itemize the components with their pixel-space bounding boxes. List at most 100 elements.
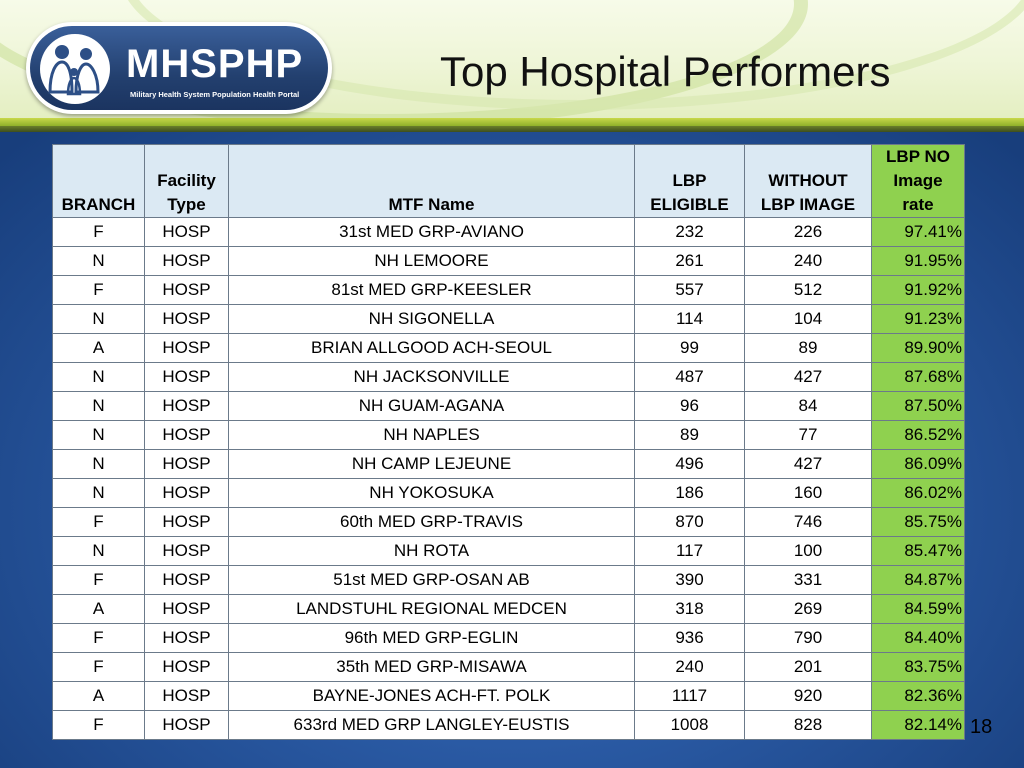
table-cell-mtf-name: NH JACKSONVILLE (228, 362, 635, 392)
table-cell-lbp-eligible: 557 (634, 275, 745, 305)
table-cell-branch: N (52, 420, 145, 450)
column-header-lbp-eligible: LBP ELIGIBLE (634, 144, 745, 218)
table-cell-without-lbp-image: 427 (744, 449, 872, 479)
table-cell-lbp-eligible: 1117 (634, 681, 745, 711)
table-cell-branch: F (52, 623, 145, 653)
table-cell-mtf-name: BRIAN ALLGOOD ACH-SEOUL (228, 333, 635, 363)
table-cell-rate: 86.02% (871, 478, 965, 508)
table-cell-lbp-eligible: 496 (634, 449, 745, 479)
table-cell-without-lbp-image: 160 (744, 478, 872, 508)
table-cell-facility-type: HOSP (144, 362, 229, 392)
table-cell-without-lbp-image: 512 (744, 275, 872, 305)
table-cell-mtf-name: 51st MED GRP-OSAN AB (228, 565, 635, 595)
table-row: F HOSP 60th MED GRP-TRAVIS 870 746 85.75% (52, 507, 965, 537)
table-cell-facility-type: HOSP (144, 391, 229, 421)
table-row: N HOSP NH GUAM-AGANA 96 84 87.50% (52, 391, 965, 421)
table-cell-branch: N (52, 362, 145, 392)
table-row: N HOSP NH ROTA 117 100 85.47% (52, 536, 965, 566)
table-cell-facility-type: HOSP (144, 652, 229, 682)
table-row: N HOSP NH LEMOORE 261 240 91.95% (52, 246, 965, 276)
table-cell-branch: F (52, 652, 145, 682)
table-cell-lbp-eligible: 186 (634, 478, 745, 508)
table-row: F HOSP 35th MED GRP-MISAWA 240 201 83.75% (52, 652, 965, 682)
table-cell-without-lbp-image: 226 (744, 217, 872, 247)
table-row: N HOSP NH JACKSONVILLE 487 427 87.68% (52, 362, 965, 392)
column-header-branch: BRANCH (52, 144, 145, 218)
table-cell-facility-type: HOSP (144, 623, 229, 653)
table-cell-mtf-name: 35th MED GRP-MISAWA (228, 652, 635, 682)
table-cell-without-lbp-image: 269 (744, 594, 872, 624)
table-cell-rate: 86.09% (871, 449, 965, 479)
table-cell-rate: 89.90% (871, 333, 965, 363)
table-cell-facility-type: HOSP (144, 449, 229, 479)
table-cell-rate: 86.52% (871, 420, 965, 450)
table-cell-facility-type: HOSP (144, 681, 229, 711)
table-cell-mtf-name: NH NAPLES (228, 420, 635, 450)
column-header-facility-type: Facility Type (144, 144, 229, 218)
table-cell-facility-type: HOSP (144, 594, 229, 624)
table-cell-branch: N (52, 449, 145, 479)
table-row: N HOSP NH YOKOSUKA 186 160 86.02% (52, 478, 965, 508)
table-cell-rate: 84.87% (871, 565, 965, 595)
table-cell-rate: 85.47% (871, 536, 965, 566)
table-cell-without-lbp-image: 77 (744, 420, 872, 450)
table-cell-rate: 83.75% (871, 652, 965, 682)
table-cell-without-lbp-image: 201 (744, 652, 872, 682)
table-cell-mtf-name: NH YOKOSUKA (228, 478, 635, 508)
table-cell-branch: F (52, 275, 145, 305)
logo-text: MHSPHP (126, 42, 304, 86)
table-cell-without-lbp-image: 790 (744, 623, 872, 653)
table-cell-facility-type: HOSP (144, 333, 229, 363)
table-cell-branch: N (52, 304, 145, 334)
header-stripe (0, 126, 1024, 132)
table-row: F HOSP 31st MED GRP-AVIANO 232 226 97.41% (52, 217, 965, 247)
table-cell-lbp-eligible: 96 (634, 391, 745, 421)
table-cell-lbp-eligible: 240 (634, 652, 745, 682)
table-cell-mtf-name: 60th MED GRP-TRAVIS (228, 507, 635, 537)
table-cell-rate: 82.36% (871, 681, 965, 711)
table-body: F HOSP 31st MED GRP-AVIANO 232 226 97.41% N HOS… (52, 217, 965, 740)
table-cell-without-lbp-image: 746 (744, 507, 872, 537)
table-cell-lbp-eligible: 117 (634, 536, 745, 566)
table-cell-lbp-eligible: 89 (634, 420, 745, 450)
table-cell-facility-type: HOSP (144, 304, 229, 334)
table-cell-facility-type: HOSP (144, 565, 229, 595)
table-cell-facility-type: HOSP (144, 420, 229, 450)
logo-pill: MHSPHP Military Health System Population… (30, 26, 328, 110)
table-cell-lbp-eligible: 261 (634, 246, 745, 276)
table-cell-rate: 91.95% (871, 246, 965, 276)
table-cell-without-lbp-image: 84 (744, 391, 872, 421)
table-cell-mtf-name: 31st MED GRP-AVIANO (228, 217, 635, 247)
table-cell-mtf-name: NH SIGONELLA (228, 304, 635, 334)
table-cell-mtf-name: BAYNE-JONES ACH-FT. POLK (228, 681, 635, 711)
table-cell-lbp-eligible: 487 (634, 362, 745, 392)
table-cell-lbp-eligible: 390 (634, 565, 745, 595)
table-cell-lbp-eligible: 870 (634, 507, 745, 537)
page-number: 18 (970, 716, 993, 738)
table-cell-mtf-name: LANDSTUHL REGIONAL MEDCEN (228, 594, 635, 624)
table-cell-branch: N (52, 246, 145, 276)
table-cell-rate: 82.14% (871, 710, 965, 740)
column-header-without-lbp-image: WITHOUT LBP IMAGE (744, 144, 872, 218)
table-cell-facility-type: HOSP (144, 536, 229, 566)
table-cell-mtf-name: 96th MED GRP-EGLIN (228, 623, 635, 653)
table-header-row: BRANCH Facility Type MTF Name LBP ELIGIBLE… (52, 144, 965, 218)
table-cell-rate: 84.59% (871, 594, 965, 624)
logo-subtitle: Military Health System Population Health… (130, 90, 300, 99)
slide-title: Top Hospital Performers (440, 48, 891, 95)
table-cell-rate: 87.68% (871, 362, 965, 392)
table-cell-branch: F (52, 217, 145, 247)
table-cell-without-lbp-image: 100 (744, 536, 872, 566)
table-cell-facility-type: HOSP (144, 478, 229, 508)
table-cell-branch: F (52, 565, 145, 595)
table-row: A HOSP BAYNE-JONES ACH-FT. POLK 1117 920 82.3… (52, 681, 965, 711)
table-cell-without-lbp-image: 427 (744, 362, 872, 392)
family-icon (40, 34, 110, 104)
table-cell-facility-type: HOSP (144, 246, 229, 276)
table-cell-branch: A (52, 594, 145, 624)
table-cell-rate: 97.41% (871, 217, 965, 247)
table-cell-rate: 91.23% (871, 304, 965, 334)
table-cell-facility-type: HOSP (144, 710, 229, 740)
table-cell-without-lbp-image: 240 (744, 246, 872, 276)
table-cell-without-lbp-image: 828 (744, 710, 872, 740)
